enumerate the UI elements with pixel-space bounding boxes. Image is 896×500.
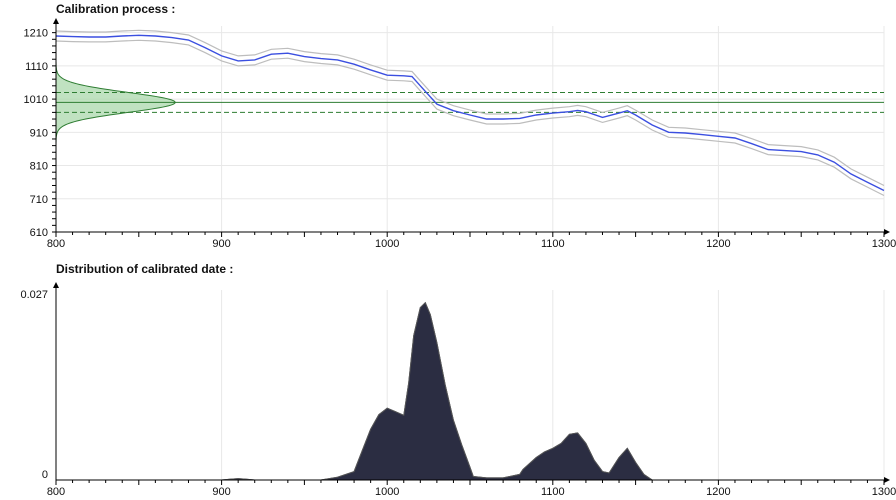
y-tick-label: 1210 (24, 28, 48, 40)
x-tick-label: 1200 (706, 238, 730, 250)
y-axis-arrow (53, 18, 59, 24)
y-tick-label: 610 (30, 227, 48, 239)
y-tick-label: 710 (30, 194, 48, 206)
calibration-chart: 800 900 1000 1100 1200 1300 610 710 810 910 1010 11… (24, 18, 896, 250)
y-tick-label: 1010 (24, 94, 48, 106)
y-axis-arrow (53, 282, 59, 288)
x-tick-label: 800 (47, 486, 65, 498)
distribution-area (56, 301, 884, 481)
distribution-outline (56, 301, 884, 481)
curve-upper-band (55, 29, 885, 187)
y-tick-label: 1110 (25, 61, 48, 73)
x-axis-arrow (884, 477, 890, 483)
curve-lower-band (55, 39, 885, 197)
x-axis-arrow (884, 229, 890, 235)
y-tick-label: 0 (42, 469, 48, 481)
y-tick-label: 910 (30, 127, 48, 139)
x-tick-label: 1100 (541, 238, 565, 250)
y-tick-label: 0.027 (20, 289, 48, 301)
x-tick-label: 1300 (872, 238, 896, 250)
distribution-chart-title: Distribution of calibrated date : (56, 262, 234, 276)
x-tick-label: 1300 (872, 486, 896, 498)
x-tick-label: 900 (212, 238, 230, 250)
x-tick-label: 1100 (541, 486, 565, 498)
x-tick-label: 1000 (375, 238, 399, 250)
x-tick-label: 1000 (375, 486, 399, 498)
x-tick-label: 900 (212, 486, 230, 498)
x-tick-label: 1200 (706, 486, 730, 498)
y-tick-label: 810 (30, 161, 48, 173)
distribution-chart: 800 900 1000 1100 1200 1300 0 0.027 (20, 282, 896, 498)
x-tick-label: 800 (47, 238, 65, 250)
calibration-curve-line (55, 34, 885, 192)
calibration-chart-title: Calibration process : (56, 2, 176, 16)
